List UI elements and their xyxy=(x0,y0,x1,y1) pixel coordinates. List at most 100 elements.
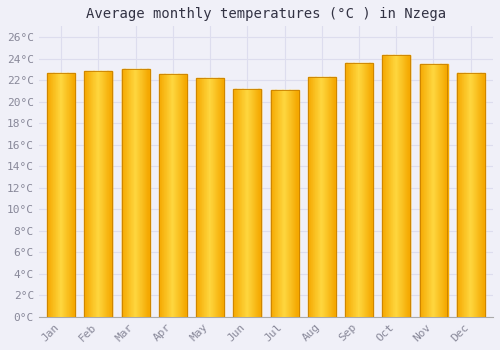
Bar xyxy=(84,71,85,317)
Bar xyxy=(242,89,243,317)
Bar xyxy=(386,55,387,317)
Bar xyxy=(428,64,430,317)
Bar xyxy=(68,72,69,317)
Bar xyxy=(254,89,255,317)
Bar xyxy=(480,72,482,317)
Bar xyxy=(66,72,67,317)
Bar xyxy=(332,77,333,317)
Bar xyxy=(219,78,220,317)
Bar xyxy=(165,74,166,317)
Bar xyxy=(387,55,388,317)
Bar xyxy=(63,72,64,317)
Bar xyxy=(422,64,423,317)
Bar xyxy=(406,55,407,317)
Bar xyxy=(237,89,238,317)
Bar xyxy=(392,55,393,317)
Bar xyxy=(111,71,112,317)
Bar xyxy=(385,55,386,317)
Bar xyxy=(163,74,164,317)
Bar xyxy=(272,90,274,317)
Bar xyxy=(222,78,224,317)
Bar xyxy=(277,90,278,317)
Bar xyxy=(323,77,324,317)
Bar xyxy=(398,55,399,317)
Bar xyxy=(308,77,336,317)
Bar xyxy=(182,74,184,317)
Bar xyxy=(270,90,272,317)
Bar xyxy=(296,90,297,317)
Bar xyxy=(285,90,286,317)
Bar xyxy=(244,89,246,317)
Bar xyxy=(328,77,329,317)
Bar xyxy=(212,78,213,317)
Bar xyxy=(383,55,384,317)
Bar xyxy=(138,69,139,317)
Bar xyxy=(164,74,165,317)
Bar xyxy=(442,64,444,317)
Bar xyxy=(309,77,310,317)
Bar xyxy=(294,90,295,317)
Bar xyxy=(246,89,248,317)
Bar xyxy=(393,55,394,317)
Bar xyxy=(73,72,74,317)
Bar xyxy=(371,63,372,317)
Bar xyxy=(56,72,57,317)
Bar xyxy=(196,78,224,317)
Bar xyxy=(170,74,171,317)
Bar xyxy=(205,78,206,317)
Bar xyxy=(69,72,70,317)
Bar xyxy=(475,72,476,317)
Bar xyxy=(204,78,206,317)
Bar xyxy=(438,64,439,317)
Bar xyxy=(355,63,356,317)
Bar xyxy=(196,78,197,317)
Bar xyxy=(248,89,250,317)
Bar xyxy=(399,55,400,317)
Bar xyxy=(390,55,392,317)
Bar xyxy=(333,77,334,317)
Bar xyxy=(250,89,251,317)
Bar xyxy=(346,63,347,317)
Bar xyxy=(236,89,237,317)
Bar xyxy=(364,63,366,317)
Bar xyxy=(181,74,182,317)
Bar xyxy=(53,72,54,317)
Bar xyxy=(88,71,90,317)
Bar xyxy=(239,89,240,317)
Bar xyxy=(107,71,108,317)
Bar xyxy=(216,78,217,317)
Bar xyxy=(293,90,294,317)
Bar xyxy=(58,72,59,317)
Bar xyxy=(286,90,288,317)
Bar xyxy=(259,89,260,317)
Bar xyxy=(272,90,273,317)
Bar xyxy=(144,69,145,317)
Bar xyxy=(403,55,404,317)
Bar xyxy=(366,63,368,317)
Bar xyxy=(213,78,214,317)
Bar xyxy=(288,90,289,317)
Bar xyxy=(47,72,75,317)
Bar xyxy=(361,63,362,317)
Bar xyxy=(248,89,249,317)
Bar xyxy=(59,72,60,317)
Bar xyxy=(184,74,186,317)
Bar xyxy=(72,72,73,317)
Bar xyxy=(258,89,260,317)
Bar xyxy=(446,64,447,317)
Bar xyxy=(358,63,359,317)
Bar xyxy=(130,69,131,317)
Bar xyxy=(171,74,172,317)
Bar xyxy=(84,71,112,317)
Bar xyxy=(47,72,48,317)
Bar xyxy=(52,72,53,317)
Bar xyxy=(319,77,320,317)
Bar xyxy=(200,78,201,317)
Bar xyxy=(465,72,466,317)
Bar xyxy=(468,72,469,317)
Bar xyxy=(420,64,448,317)
Bar xyxy=(243,89,244,317)
Bar xyxy=(352,63,354,317)
Bar xyxy=(283,90,284,317)
Bar xyxy=(255,89,256,317)
